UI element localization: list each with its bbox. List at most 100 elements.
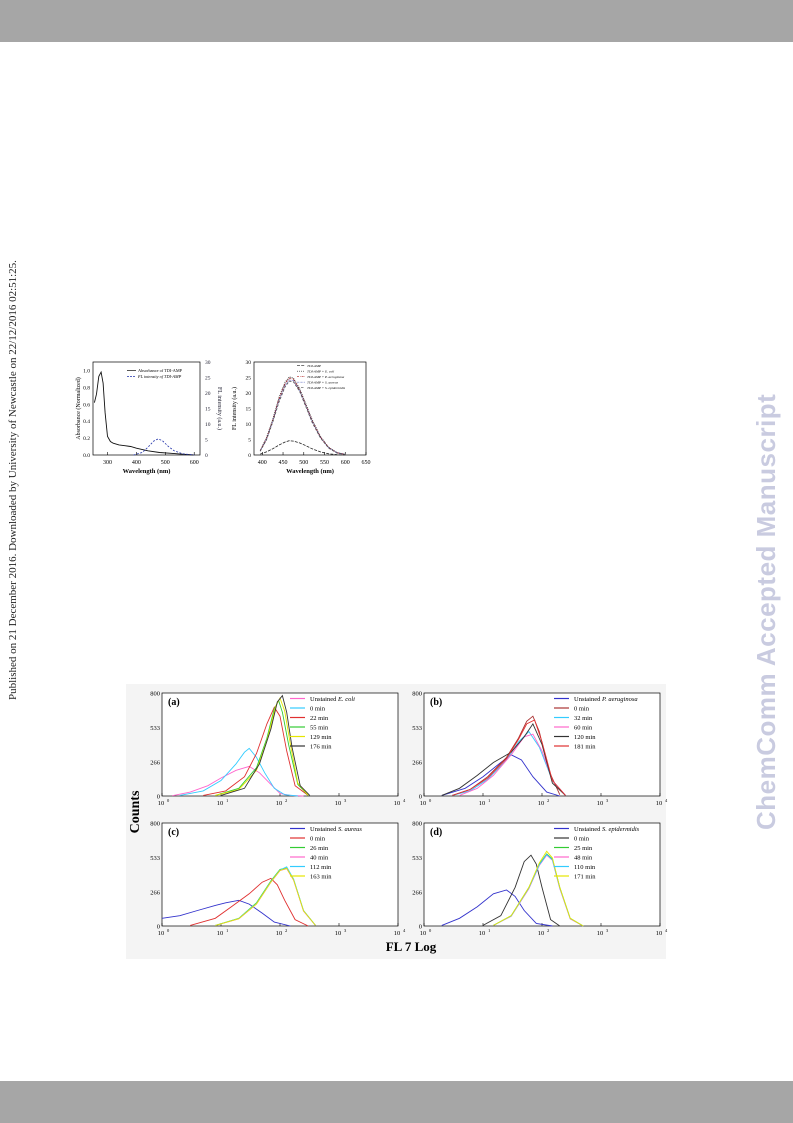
fig2-ytick-label: 266 <box>150 759 161 766</box>
fig1-left-absorbance-line <box>93 370 195 456</box>
fig2-histogram-line <box>482 854 561 927</box>
fig1-left-y2tick-label: 20 <box>205 391 211 397</box>
fig2-xtick-exponent: 3 <box>344 798 347 803</box>
fig2-legend-label: Unstained S. aureus <box>310 826 362 833</box>
fig2-xtick-label: 10 <box>217 800 224 807</box>
fig2-xtick-label: 10 <box>276 800 283 807</box>
fig1-right-legend-label: TDI-AMP + P. aeruginosa <box>307 375 344 379</box>
fig2-ytick-label: 533 <box>412 855 422 862</box>
fig2-ytick-label: 0 <box>419 794 422 801</box>
fig2-legend-prefix: 0 min <box>310 836 326 843</box>
fig2-xtick-label: 10 <box>597 800 604 807</box>
fig1-right-legend-label: TDI-AMP + S. aureus <box>307 381 339 385</box>
fig1-right-ytick-label: 25 <box>246 376 252 382</box>
fig2-xtick-label: 10 <box>538 930 545 937</box>
fig1-right-xtick-label: 450 <box>279 460 288 466</box>
fig2-panel-letter: (c) <box>168 827 179 838</box>
fig2-panel-frame <box>423 692 661 797</box>
fig2-legend-label: 0 min <box>310 836 326 843</box>
fig2-legend-label: 176 min <box>310 744 332 751</box>
fig2-xtick-label: 10 <box>335 800 342 807</box>
fig2-legend-label: 181 min <box>574 744 596 751</box>
fig2-legend-label: 22 min <box>310 715 329 722</box>
fig2-legend-prefix: 0 min <box>574 836 590 843</box>
fig1-right-ylabel: FL intensity (a.u.) <box>231 387 238 430</box>
fig1-left-xlabel: Wavelength (nm) <box>123 468 171 475</box>
fig2-legend-label: 48 min <box>574 855 593 862</box>
fig2-xtick-label: 10 <box>479 930 486 937</box>
fig2-histogram-line <box>493 853 584 927</box>
fig1-right-ytick-label: 15 <box>246 407 252 413</box>
fig2-histogram-line <box>493 850 584 927</box>
fig2-histogram-line <box>161 899 291 927</box>
fig2-xtick-exponent: 4 <box>403 928 406 933</box>
fig2-legend-prefix: 55 min <box>310 725 329 732</box>
fig1-left-y2tick-label: 10 <box>205 422 211 428</box>
fig2-legend-species: P. aeruginosa <box>601 696 638 703</box>
fig2-histogram-line <box>172 765 304 797</box>
fig2-histogram-line <box>441 722 566 796</box>
fig2-histogram-line <box>179 747 298 797</box>
fig2-legend-label: Unstained E. coli <box>310 696 355 703</box>
fig2-xtick-exponent: 2 <box>285 928 287 933</box>
fig2-legend-label: 0 min <box>574 706 590 713</box>
fig1-left-y2tick-label: 15 <box>205 407 211 413</box>
fig1-right-ytick-label: 30 <box>246 360 252 366</box>
fig2-xtick-exponent: 3 <box>344 928 347 933</box>
fig2-legend-label: 26 min <box>310 845 329 852</box>
fig2-ytick-label: 266 <box>412 759 423 766</box>
fig2-ylabel: Counts <box>128 790 143 833</box>
fig2-legend-prefix: 176 min <box>310 744 332 751</box>
fig2-xtick-exponent: 3 <box>606 798 609 803</box>
fig2-xtick-label: 10 <box>158 930 165 937</box>
fig1-right-xtick-label: 650 <box>362 460 371 466</box>
fig2-legend-label: Unstained S. epidermidis <box>574 826 640 833</box>
fig1-right-xtick-label: 600 <box>341 460 350 466</box>
fig2-legend-prefix: Unstained <box>310 826 338 833</box>
fig1-left-xtick-label: 600 <box>190 460 199 466</box>
fig1-left-xtick-label: 500 <box>161 460 170 466</box>
fig1-right-series-line <box>259 379 346 455</box>
fig1-left-y2tick-label: 25 <box>205 376 211 382</box>
fig2-xtick-exponent: 1 <box>226 928 228 933</box>
fig2-histogram-line <box>203 706 309 796</box>
fig2-ytick-label: 533 <box>150 855 160 862</box>
fig2-xtick-exponent: 4 <box>665 798 668 803</box>
fig1-left-legend-label: FL intensity of TDI-AMP <box>137 374 182 379</box>
fig2-histogram-line <box>452 715 561 796</box>
fig1-right-series-line <box>259 376 346 455</box>
fig2-xtick-label: 10 <box>420 930 427 937</box>
fig1-left-fl-line <box>133 438 195 456</box>
fig2-histogram-line <box>493 853 584 927</box>
fig2-legend-label: 120 min <box>574 734 596 741</box>
publication-note: Published on 21 December 2016. Downloade… <box>7 260 19 700</box>
fig2-legend-label: 0 min <box>310 706 326 713</box>
fig2-xtick-label: 10 <box>335 930 342 937</box>
accepted-manuscript-watermark: ChemComm Accepted Manuscript <box>751 393 781 830</box>
fig2-xtick-exponent: 1 <box>488 928 490 933</box>
fig2-legend-prefix: 25 min <box>574 845 593 852</box>
fig2-xtick-exponent: 2 <box>547 928 549 933</box>
fig2-legend-prefix: 22 min <box>310 715 329 722</box>
fig2-legend-prefix: 60 min <box>574 725 593 732</box>
fig2-legend-species: S. aureus <box>338 826 362 833</box>
fig2-xtick-exponent: 0 <box>429 798 432 803</box>
fig2-panel-letter: (a) <box>168 697 180 708</box>
fig2-xtick-label: 10 <box>394 800 401 807</box>
fig2-legend-prefix: 181 min <box>574 744 596 751</box>
fig2-legend-label: 0 min <box>574 836 590 843</box>
fig2-xtick-exponent: 0 <box>429 928 432 933</box>
fig2-xtick-label: 10 <box>158 800 165 807</box>
fig2-background <box>126 684 666 959</box>
fig2-legend-label: 55 min <box>310 725 329 732</box>
fig2-ytick-label: 266 <box>412 889 423 896</box>
fig2-histogram-line <box>215 867 316 926</box>
fig2-legend-prefix: 0 min <box>310 706 326 713</box>
fig2-legend-label: 112 min <box>310 864 332 871</box>
fig2-histogram-line <box>215 697 309 796</box>
fig2-xlabel: FL 7 Log <box>386 939 437 954</box>
fig1-left-frame <box>92 361 201 456</box>
fig1-right-xtick-label: 400 <box>258 460 267 466</box>
